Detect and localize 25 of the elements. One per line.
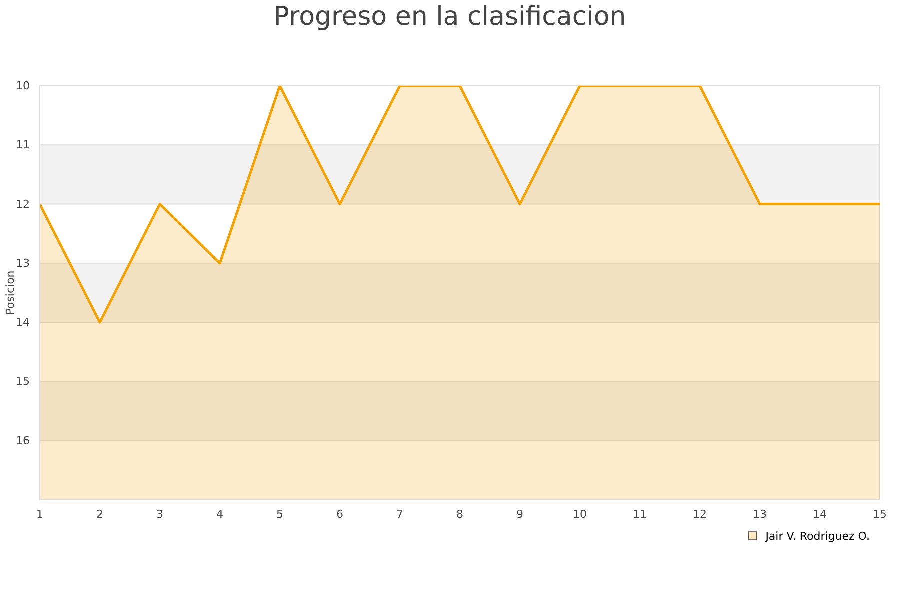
- x-tick-label: 7: [396, 508, 404, 521]
- x-tick-label: 15: [873, 508, 887, 521]
- y-tick-label: 11: [16, 138, 30, 152]
- y-tick-label: 16: [16, 434, 30, 448]
- x-tick-label: 2: [96, 508, 104, 521]
- chart-title: Progreso en la clasificacion: [274, 2, 626, 32]
- x-tick-label: 8: [456, 508, 464, 521]
- x-tick-label: 13: [753, 508, 767, 521]
- x-tick-label: 1: [36, 508, 44, 521]
- x-tick-label: 3: [156, 508, 164, 521]
- x-tick-label: 6: [336, 508, 344, 521]
- y-axis-title: Posicion: [4, 270, 17, 316]
- y-tick-label: 12: [16, 198, 30, 211]
- x-tick-label: 11: [633, 508, 647, 521]
- y-tick-label: 15: [16, 375, 30, 388]
- x-tick-label: 12: [693, 508, 707, 521]
- y-tick-label: 13: [16, 256, 30, 270]
- legend-label: Jair V. Rodriguez O.: [764, 530, 870, 543]
- y-tick-label: 14: [16, 316, 30, 330]
- y-tick-label: 10: [16, 80, 30, 93]
- x-tick-label: 10: [573, 508, 587, 521]
- x-tick-label: 14: [813, 508, 827, 521]
- x-tick-label: 9: [516, 508, 524, 521]
- x-tick-label: 5: [276, 508, 284, 521]
- x-tick-label: 4: [216, 508, 224, 521]
